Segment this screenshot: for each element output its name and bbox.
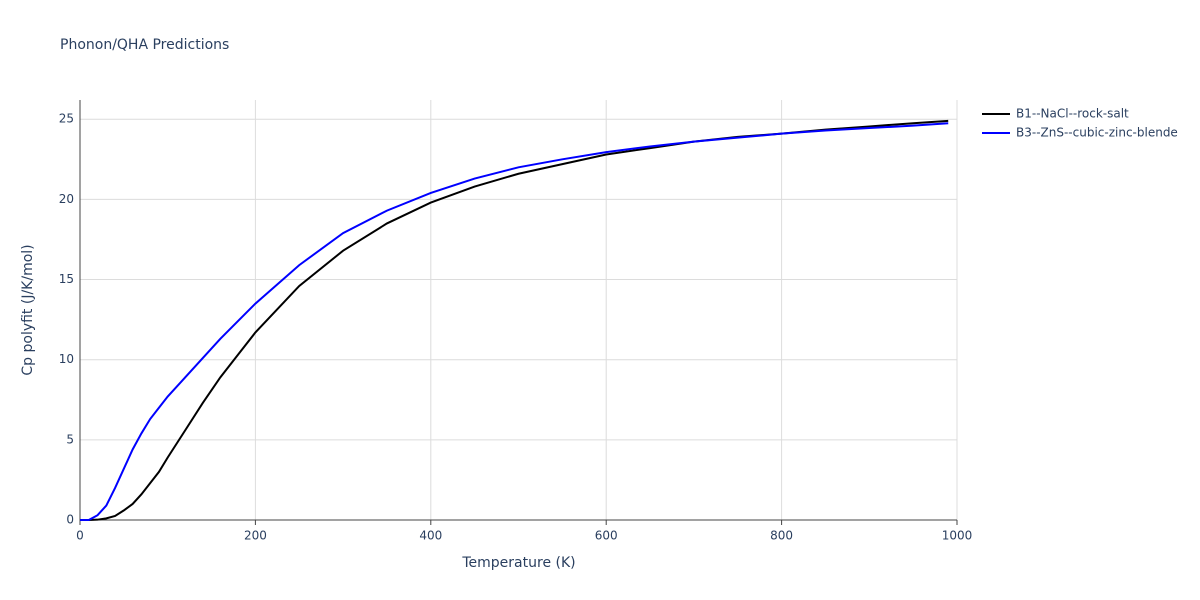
- line-series: [80, 119, 949, 521]
- x-tick-label: 200: [244, 529, 267, 543]
- x-tick-label: 400: [419, 529, 442, 543]
- y-tick-label: 20: [59, 192, 74, 206]
- y-tick-label: 15: [59, 272, 74, 286]
- y-axis-label: Cp polyfit (J/K/mol): [20, 244, 36, 375]
- chart-title: Phonon/QHA Predictions: [60, 37, 229, 53]
- x-tick-label: 600: [595, 529, 618, 543]
- y-tick-label: 10: [59, 352, 74, 366]
- line-series: [80, 122, 949, 521]
- y-tick-label: 25: [59, 112, 74, 126]
- x-tick-label: 1000: [942, 529, 973, 543]
- y-tick-label: 0: [66, 513, 74, 527]
- x-axis-label: Temperature (K): [461, 555, 575, 571]
- legend-label: B3--ZnS--cubic-zinc-blende: [1016, 126, 1178, 140]
- y-tick-label: 5: [66, 432, 74, 446]
- x-tick-label: 0: [76, 529, 84, 543]
- legend-label: B1--NaCl--rock-salt: [1016, 107, 1129, 121]
- x-tick-label: 800: [770, 529, 793, 543]
